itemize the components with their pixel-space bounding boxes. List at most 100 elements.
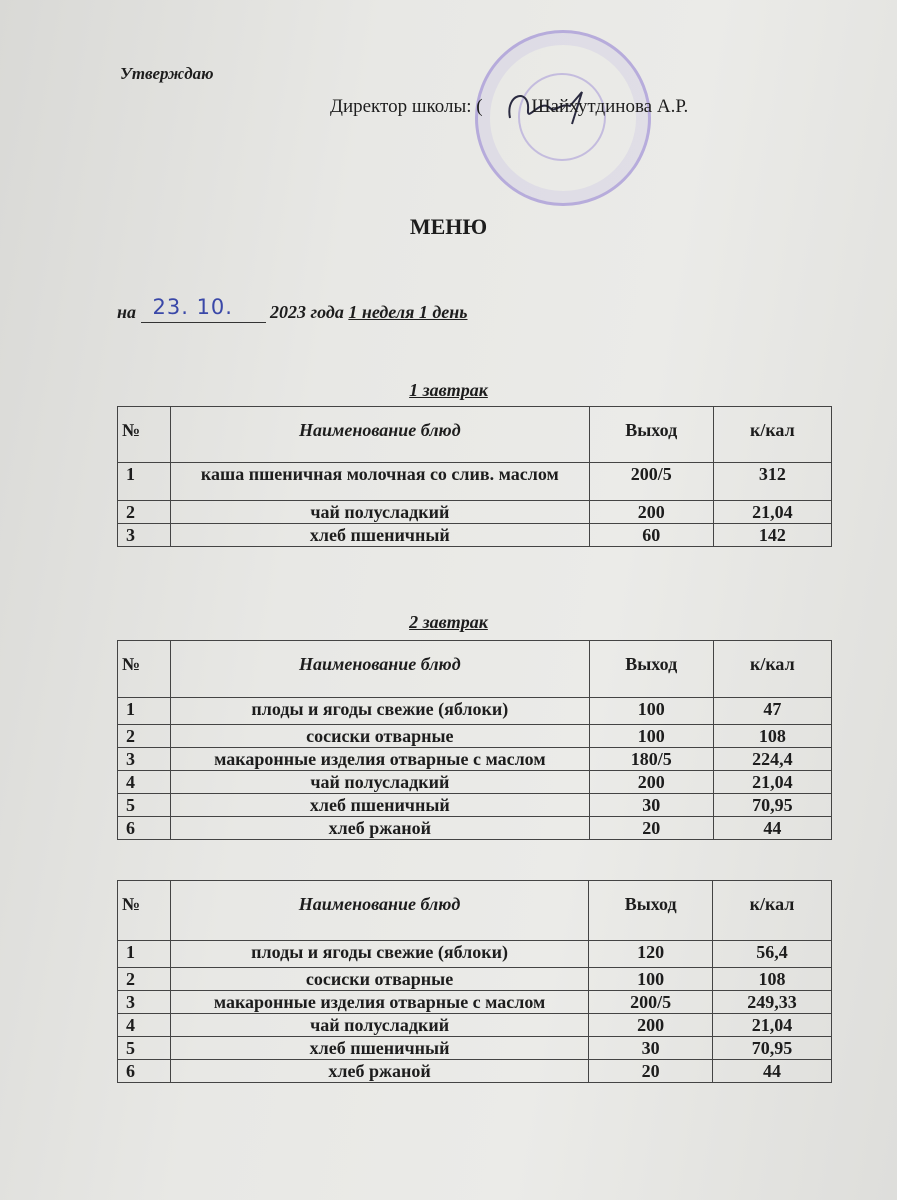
table-row: 6 хлеб ржаной 20 44 <box>117 816 833 840</box>
dish-name: сосиски отварные <box>169 967 590 991</box>
dish-name: сосиски отварные <box>169 724 590 748</box>
dish-name: хлеб ржаной <box>169 816 590 840</box>
table-row: 3 хлеб пшеничный 60 142 <box>117 523 833 547</box>
date-line: на 23. 10. 2023 года 1 неделя 1 день <box>117 295 468 323</box>
date-year: 2023 года <box>270 302 344 322</box>
portion-yield: 120 <box>588 940 714 968</box>
portion-yield: 20 <box>588 1059 714 1083</box>
column-header: к/кал <box>712 406 833 463</box>
row-number: 6 <box>117 1059 171 1083</box>
date-prefix: на <box>117 302 136 322</box>
table-row: 5 хлеб пшеничный 30 70,95 <box>117 793 833 817</box>
table-row: 4 чай полусладкий 200 21,04 <box>117 770 833 794</box>
portion-yield: 20 <box>588 816 714 840</box>
calories: 224,4 <box>712 747 833 771</box>
week-day: 1 неделя 1 день <box>348 302 468 322</box>
portion-yield: 200/5 <box>588 990 714 1014</box>
calories: 312 <box>712 462 833 501</box>
table-row: 1 плоды и ягоды свежие (яблоки) 100 47 <box>117 697 833 725</box>
menu-table-3: № Наименование блюд Выход к/кал 1 плоды и яго… <box>117 880 832 1083</box>
table-header: № Наименование блюд Выход к/кал <box>117 880 832 941</box>
column-header: к/кал <box>712 880 832 941</box>
dish-name: хлеб ржаной <box>169 1059 590 1083</box>
dish-name: макаронные изделия отварные с маслом <box>169 747 590 771</box>
table-row: 2 сосиски отварные 100 108 <box>117 967 832 991</box>
row-number: 4 <box>117 770 171 794</box>
column-header: № <box>117 640 171 698</box>
calories: 142 <box>712 523 833 547</box>
column-header: Наименование блюд <box>169 880 590 941</box>
row-number: 2 <box>117 500 171 524</box>
column-header: Наименование блюд <box>169 640 590 698</box>
dish-name: хлеб пшеничный <box>169 793 590 817</box>
director-label: Директор школы: ( <box>330 96 483 117</box>
dish-name: макаронные изделия отварные с маслом <box>169 990 590 1014</box>
dish-name: хлеб пшеничный <box>169 1036 590 1060</box>
row-number: 3 <box>117 523 171 547</box>
column-header: Выход <box>588 406 714 463</box>
calories: 56,4 <box>712 940 832 968</box>
page-title: МЕНЮ <box>409 214 488 239</box>
column-header: № <box>117 880 171 941</box>
dish-name: плоды и ягоды свежие (яблоки) <box>169 697 590 725</box>
calories: 108 <box>712 967 832 991</box>
portion-yield: 200 <box>588 1013 714 1037</box>
calories: 44 <box>712 816 833 840</box>
table-row: 3 макаронные изделия отварные с маслом 180… <box>117 747 833 771</box>
portion-yield: 100 <box>588 724 714 748</box>
table-row: 6 хлеб ржаной 20 44 <box>117 1059 832 1083</box>
dish-name: чай полусладкий <box>169 500 590 524</box>
portion-yield: 30 <box>588 793 714 817</box>
dish-name: хлеб пшеничный <box>169 523 590 547</box>
dish-name: каша пшеничная молочная со слив. маслом <box>169 462 590 501</box>
portion-yield: 60 <box>588 523 714 547</box>
menu-table-breakfast-2: № Наименование блюд Выход к/кал 1 плоды и яго… <box>117 640 833 840</box>
calories: 47 <box>712 697 833 725</box>
section-title-breakfast-1: 1 завтрак <box>409 380 488 400</box>
dish-name: чай полусладкий <box>169 1013 590 1037</box>
row-number: 5 <box>117 1036 171 1060</box>
portion-yield: 100 <box>588 967 714 991</box>
row-number: 2 <box>117 724 171 748</box>
row-number: 2 <box>117 967 171 991</box>
column-header: Выход <box>588 880 714 941</box>
table-row: 1 плоды и ягоды свежие (яблоки) 120 56,4 <box>117 940 832 968</box>
column-header: Наименование блюд <box>169 406 590 463</box>
menu-table-breakfast-1: № Наименование блюд Выход к/кал 1 каша пшенич… <box>117 406 833 547</box>
approve-label: Утверждаю <box>120 64 214 83</box>
official-stamp <box>475 30 651 206</box>
table-row: 3 макаронные изделия отварные с маслом 200… <box>117 990 832 1014</box>
calories: 21,04 <box>712 770 833 794</box>
column-header: Выход <box>588 640 714 698</box>
calories: 21,04 <box>712 1013 832 1037</box>
table-row: 2 чай полусладкий 200 21,04 <box>117 500 833 524</box>
calories: 108 <box>712 724 833 748</box>
row-number: 1 <box>117 462 171 501</box>
calories: 21,04 <box>712 500 833 524</box>
director-name: Шайхутдинова А.Р. <box>531 96 689 117</box>
column-header: № <box>117 406 171 463</box>
table-row: 2 сосиски отварные 100 108 <box>117 724 833 748</box>
row-number: 3 <box>117 747 171 771</box>
handwritten-date: 23. 10. <box>152 295 233 319</box>
portion-yield: 200 <box>588 770 714 794</box>
director-line: Директор школы: ( Шайхутдинова А.Р. <box>330 96 688 118</box>
calories: 249,33 <box>712 990 832 1014</box>
table-row: 4 чай полусладкий 200 21,04 <box>117 1013 832 1037</box>
column-header: к/кал <box>712 640 833 698</box>
date-field: 23. 10. <box>140 295 266 323</box>
table-row: 5 хлеб пшеничный 30 70,95 <box>117 1036 832 1060</box>
row-number: 6 <box>117 816 171 840</box>
signature <box>508 91 583 125</box>
portion-yield: 200 <box>588 500 714 524</box>
section-title-breakfast-2: 2 завтрак <box>409 612 488 632</box>
row-number: 3 <box>117 990 171 1014</box>
table-header: № Наименование блюд Выход к/кал <box>117 640 833 698</box>
calories: 70,95 <box>712 793 833 817</box>
portion-yield: 180/5 <box>588 747 714 771</box>
portion-yield: 100 <box>588 697 714 725</box>
row-number: 5 <box>117 793 171 817</box>
row-number: 4 <box>117 1013 171 1037</box>
dish-name: плоды и ягоды свежие (яблоки) <box>169 940 590 968</box>
row-number: 1 <box>117 940 171 968</box>
